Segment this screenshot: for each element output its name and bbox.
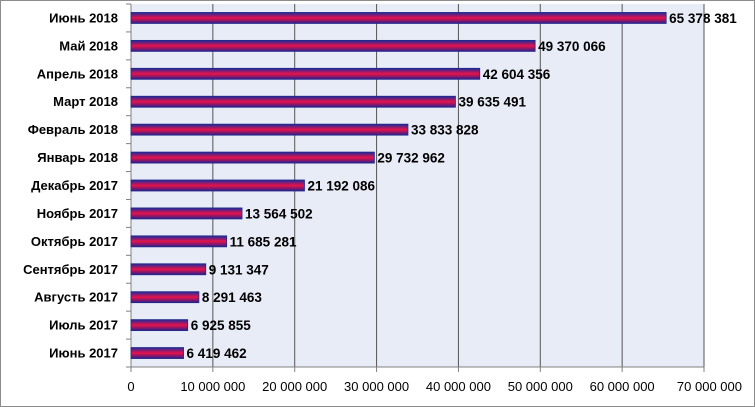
category-label: Октябрь 2017	[31, 234, 118, 249]
bar	[130, 291, 200, 304]
x-tick-label: 20 000 000	[262, 379, 327, 394]
bar	[130, 151, 375, 164]
x-tick-label: 70 000 000	[677, 379, 742, 394]
category-label: Ноябрь 2017	[37, 206, 118, 221]
bar	[130, 347, 184, 359]
value-label: 65 378 381	[669, 11, 737, 26]
category-label: Июнь 2018	[49, 10, 118, 25]
category-label: Июнь 2017	[49, 346, 118, 361]
value-label: 13 564 502	[245, 206, 313, 221]
bars	[130, 12, 667, 359]
value-label: 11 685 281	[230, 234, 297, 249]
category-label: Апрель 2018	[37, 66, 118, 81]
category-label: Март 2018	[53, 94, 118, 109]
bar	[130, 95, 456, 108]
x-tick-label: 60 000 000	[590, 379, 655, 394]
x-tick-label: 0	[127, 379, 134, 394]
bar	[130, 123, 409, 136]
bar	[130, 39, 536, 52]
bar	[130, 207, 243, 220]
category-label: Августь 2017	[34, 290, 118, 305]
value-label: 42 604 356	[483, 67, 551, 82]
bar	[130, 263, 207, 276]
value-label: 21 192 086	[307, 179, 375, 194]
bar	[130, 67, 481, 80]
value-label: 49 370 066	[538, 39, 606, 54]
value-label: 29 732 962	[377, 151, 445, 166]
category-label: Декабрь 2017	[31, 178, 118, 193]
value-label: 9 131 347	[209, 262, 269, 277]
category-label: Февраль 2018	[28, 122, 118, 137]
category-label: Январь 2018	[37, 150, 118, 165]
value-labels: 65 378 381 49 370 066 42 604 356 39 635 491…	[187, 11, 738, 361]
category-labels: Июнь 2018 Май 2018 Апрель 2018 Март 2018 Фев…	[23, 10, 118, 360]
x-tick-labels: 0 10 000 000 20 000 000 30 000 000 40 000 00…	[127, 379, 742, 394]
x-tick-label: 40 000 000	[426, 379, 491, 394]
x-tick-label: 30 000 000	[344, 379, 409, 394]
x-tick-label: 50 000 000	[508, 379, 573, 394]
bar	[130, 319, 189, 332]
bar	[130, 12, 667, 24]
value-label: 39 635 491	[458, 95, 526, 110]
value-label: 6 925 855	[191, 318, 252, 333]
value-label: 8 291 463	[202, 290, 263, 305]
bar	[130, 235, 228, 248]
value-label: 6 419 462	[187, 346, 247, 361]
category-label: Сентябрь 2017	[23, 262, 118, 277]
category-label: Июль 2017	[49, 318, 118, 333]
category-label: Май 2018	[59, 38, 118, 53]
bar	[130, 179, 305, 192]
x-tick-label: 10 000 000	[180, 379, 245, 394]
value-label: 33 833 828	[411, 123, 479, 138]
